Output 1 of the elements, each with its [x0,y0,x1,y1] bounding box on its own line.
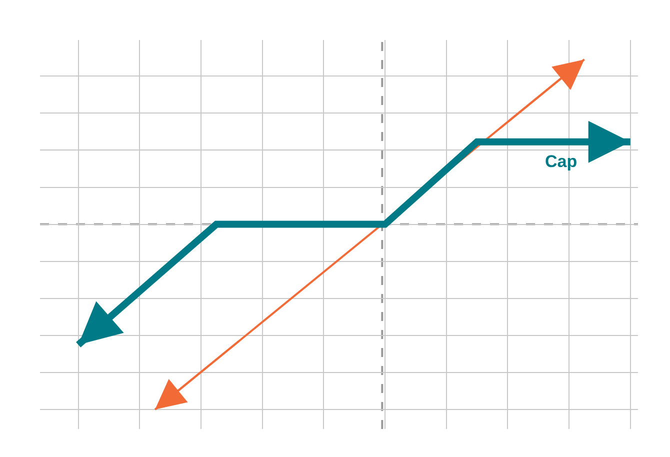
series-label: Cap [545,152,578,171]
